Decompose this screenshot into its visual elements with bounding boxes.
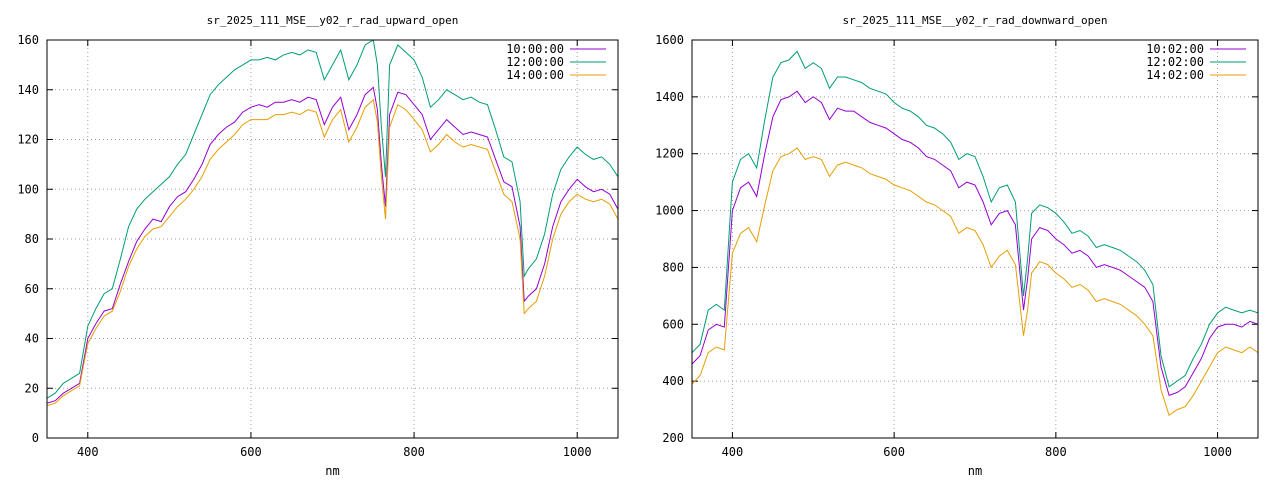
plot-frame [46, 39, 619, 439]
series-line-2 [692, 147, 1258, 417]
series-line-1 [692, 50, 1258, 388]
y-tick-label: 120 [17, 133, 39, 147]
plot-frame [691, 39, 1259, 439]
y-tick-label: 60 [25, 282, 39, 296]
x-tick-label: 400 [722, 445, 744, 459]
y-tick-label: 400 [662, 374, 684, 388]
series-line-2 [47, 98, 618, 407]
series-line-0 [47, 86, 618, 404]
chart-title: sr_2025_111_MSE__y02_r_rad_upward_open [207, 14, 459, 27]
x-tick-label: 400 [77, 445, 99, 459]
y-tick-label: 200 [662, 431, 684, 445]
y-tick-label: 600 [662, 317, 684, 331]
x-axis-label: nm [968, 464, 982, 478]
x-tick-label: 600 [883, 445, 905, 459]
y-tick-label: 80 [25, 232, 39, 246]
legend-label: 10:00:00 [506, 42, 564, 56]
y-tick-label: 1000 [655, 204, 684, 218]
legend-label: 14:02:00 [1146, 68, 1204, 82]
x-tick-label: 1000 [563, 445, 592, 459]
y-tick-label: 160 [17, 33, 39, 47]
y-tick-label: 1200 [655, 147, 684, 161]
y-tick-label: 100 [17, 182, 39, 196]
y-tick-label: 800 [662, 260, 684, 274]
series-line-1 [47, 40, 618, 399]
x-tick-label: 1000 [1203, 445, 1232, 459]
downward-radiance-chart: sr_2025_111_MSE__y02_r_rad_downward_open… [655, 14, 1259, 478]
legend-label: 12:02:00 [1146, 55, 1204, 69]
x-tick-label: 600 [240, 445, 262, 459]
x-tick-label: 800 [1045, 445, 1067, 459]
upward-radiance-chart: sr_2025_111_MSE__y02_r_rad_upward_open 0 2… [17, 14, 619, 478]
y-tick-label: 1400 [655, 90, 684, 104]
y-tick-label: 140 [17, 83, 39, 97]
legend-label: 12:00:00 [506, 55, 564, 69]
y-tick-label: 40 [25, 332, 39, 346]
y-tick-label: 20 [25, 381, 39, 395]
series-group [692, 50, 1258, 417]
legend-label: 14:00:00 [506, 68, 564, 82]
series-group [47, 40, 618, 407]
chart-title: sr_2025_111_MSE__y02_r_rad_downward_open [843, 14, 1108, 27]
x-tick-label: 800 [403, 445, 425, 459]
legend-label: 10:02:00 [1146, 42, 1204, 56]
series-line-0 [692, 90, 1258, 397]
y-tick-label: 0 [32, 431, 39, 445]
y-tick-label: 1600 [655, 33, 684, 47]
x-axis-label: nm [325, 464, 339, 478]
